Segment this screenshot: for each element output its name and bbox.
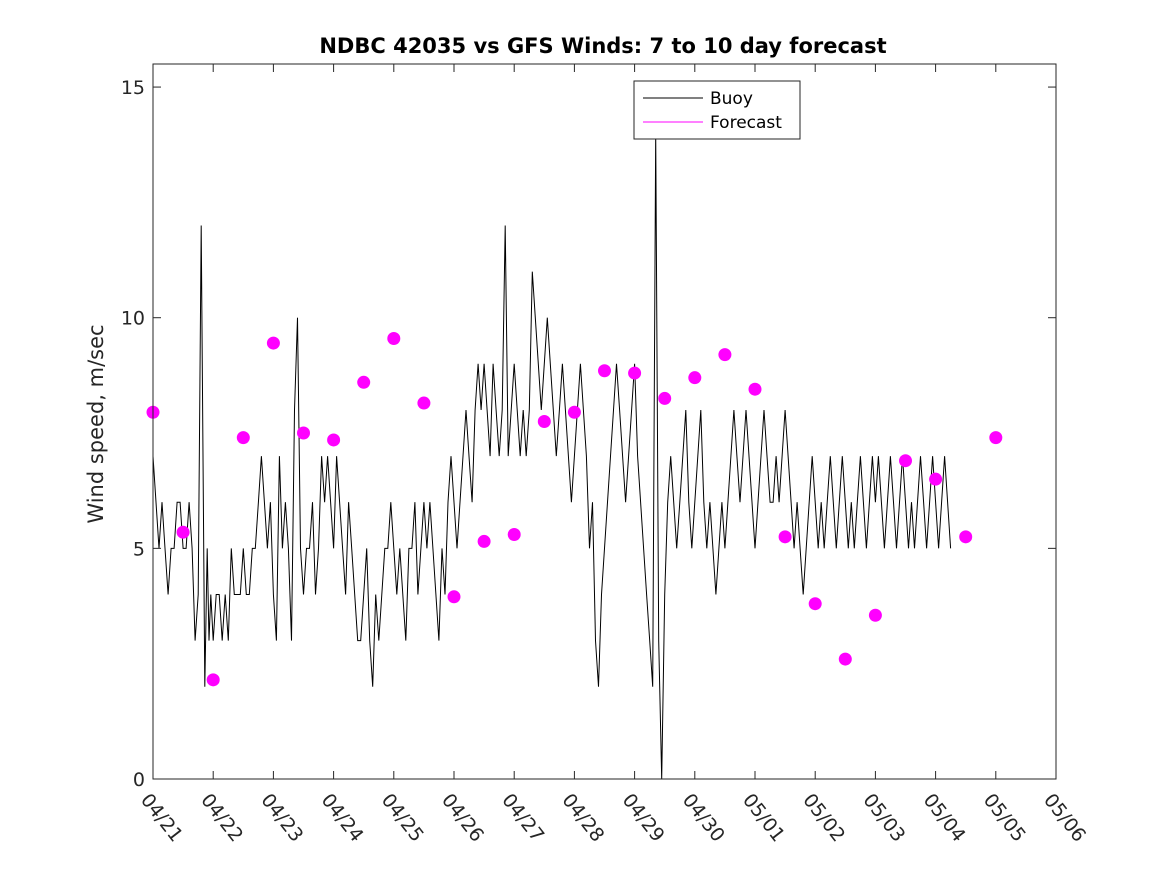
series-layer (152, 133, 952, 780)
forecast-marker (658, 391, 672, 405)
forecast-marker (477, 534, 491, 548)
forecast-marker (598, 364, 611, 378)
y-tick-label: 0 (133, 769, 145, 791)
forecast-marker (929, 472, 943, 486)
y-tick-label: 15 (121, 77, 145, 99)
forecast-marker (176, 525, 190, 539)
forecast-marker (297, 426, 310, 440)
forecast-marker (236, 431, 250, 445)
buoy-series-line (152, 133, 952, 780)
y-tick-label: 5 (133, 538, 145, 560)
forecast-markers (146, 331, 1003, 687)
forecast-marker (838, 652, 852, 666)
forecast-marker (718, 348, 732, 362)
forecast-marker (688, 371, 702, 385)
forecast-marker (959, 530, 973, 544)
forecast-marker (989, 431, 1003, 445)
forecast-marker (266, 336, 280, 350)
forecast-marker (327, 433, 341, 447)
legend-buoy-label: Buoy (710, 89, 753, 109)
forecast-marker (868, 608, 882, 622)
legend-box (633, 80, 801, 140)
forecast-marker (206, 673, 220, 687)
forecast-marker (507, 528, 521, 542)
forecast-marker (899, 454, 912, 468)
y-axis-ticks: 0 5 10 15 (121, 77, 1056, 791)
forecast-marker (417, 396, 431, 410)
forecast-marker (748, 382, 762, 396)
forecast-marker (387, 331, 401, 345)
forecast-marker (447, 590, 461, 604)
plot-frame (152, 63, 1057, 780)
forecast-marker (778, 530, 792, 544)
forecast-marker (537, 415, 551, 428)
forecast-marker (567, 405, 581, 419)
legend: Buoy Forecast (633, 80, 801, 140)
y-tick-label: 10 (121, 308, 145, 330)
legend-forecast-label: Forecast (710, 113, 782, 133)
y-axis-label: Wind speed, m/sec (84, 324, 108, 523)
forecast-marker (808, 597, 822, 611)
forecast-marker (357, 375, 371, 389)
forecast-marker (628, 366, 642, 380)
chart-title: NDBC 42035 vs GFS Winds: 7 to 10 day for… (319, 34, 886, 58)
